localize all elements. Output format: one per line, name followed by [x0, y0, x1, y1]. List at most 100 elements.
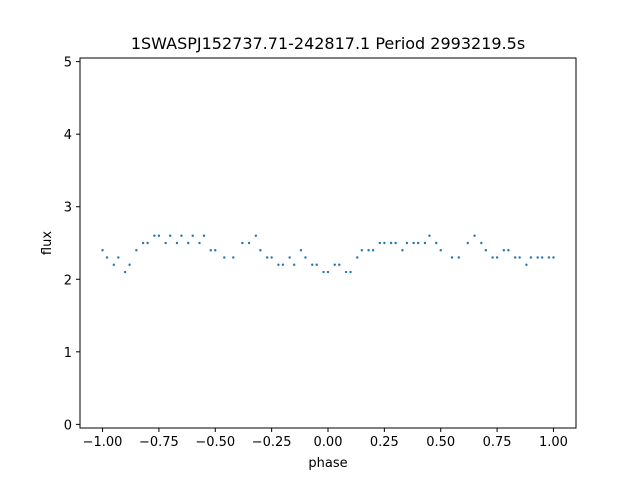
data-point — [507, 249, 510, 252]
x-tick-label: 0.75 — [483, 435, 512, 450]
data-point — [288, 256, 291, 259]
data-point — [112, 263, 116, 266]
data-point — [141, 241, 145, 245]
data-point — [333, 263, 336, 266]
data-point — [491, 256, 494, 259]
data-point — [356, 256, 359, 259]
data-point — [277, 263, 280, 266]
data-point — [223, 256, 226, 259]
y-tick-label: 4 — [64, 128, 72, 143]
y-axis-label: flux — [40, 231, 55, 255]
data-point — [405, 241, 409, 245]
chart-title: 1SWASPJ152737.71-242817.1 Period 2993219… — [131, 34, 525, 53]
data-point — [187, 241, 190, 245]
data-point — [480, 241, 483, 245]
data-point — [123, 270, 127, 274]
data-point — [292, 263, 296, 266]
data-point — [473, 234, 476, 237]
data-point — [389, 241, 393, 245]
data-point — [299, 249, 303, 252]
x-tick-label: 0.50 — [426, 435, 455, 450]
x-tick-label: −0.50 — [195, 435, 235, 450]
data-point — [326, 270, 330, 274]
y-tick-label: 2 — [64, 273, 72, 288]
data-point — [495, 256, 499, 259]
data-point — [128, 263, 131, 266]
points-layer — [101, 234, 555, 274]
y-tick-label: 1 — [64, 346, 72, 361]
data-point — [254, 234, 258, 237]
data-point — [191, 234, 194, 237]
data-point — [540, 256, 544, 259]
data-point — [281, 263, 285, 266]
data-point — [423, 241, 427, 245]
data-point — [168, 234, 172, 237]
data-point — [349, 270, 352, 274]
data-point — [416, 241, 420, 245]
data-point — [513, 256, 517, 259]
data-point — [322, 270, 325, 274]
data-point — [344, 270, 348, 274]
data-point — [198, 241, 201, 245]
data-point — [157, 234, 161, 237]
data-point — [241, 241, 244, 245]
data-point — [180, 234, 183, 237]
data-point — [117, 256, 120, 259]
x-axis-label: phase — [308, 456, 347, 471]
data-point — [450, 256, 454, 259]
data-point — [270, 256, 273, 259]
data-point — [164, 241, 167, 245]
data-point — [232, 256, 235, 259]
data-point — [435, 241, 438, 245]
data-point — [484, 249, 488, 252]
data-point — [401, 249, 404, 252]
x-axis: −1.00 −0.75 −0.50 −0.25 0.00 0.25 0.50 0.75 1.00 — [83, 428, 568, 450]
y-tick-label: 5 — [64, 56, 72, 71]
data-point — [105, 256, 109, 259]
data-point — [412, 241, 415, 245]
y-tick-label: 0 — [64, 418, 72, 433]
data-point — [518, 256, 521, 259]
x-tick-label: 0.25 — [370, 435, 399, 450]
data-point — [135, 249, 138, 252]
data-point — [202, 234, 206, 237]
x-tick-label: −0.25 — [252, 435, 292, 450]
data-point — [378, 241, 382, 245]
data-point — [209, 249, 212, 252]
data-point — [175, 241, 179, 245]
data-point — [525, 263, 528, 266]
data-point — [360, 249, 364, 252]
data-point — [101, 249, 104, 252]
y-tick-label: 3 — [64, 201, 72, 216]
data-point — [153, 234, 156, 237]
data-point — [247, 241, 251, 245]
data-point — [552, 256, 555, 259]
data-point — [315, 263, 318, 266]
data-point — [146, 241, 149, 245]
data-point — [536, 256, 539, 259]
data-point — [311, 263, 314, 266]
data-point — [338, 263, 341, 266]
data-point — [383, 241, 386, 245]
data-point — [394, 241, 397, 245]
data-point — [367, 249, 370, 252]
data-point — [371, 249, 375, 252]
data-point — [259, 249, 262, 252]
data-point — [265, 256, 269, 259]
x-tick-label: 0.00 — [314, 435, 343, 450]
y-axis: 0 1 2 3 4 5 — [64, 56, 80, 433]
data-point — [428, 234, 431, 237]
data-point — [439, 249, 442, 252]
data-point — [502, 249, 506, 252]
x-tick-label: −0.75 — [139, 435, 179, 450]
data-point — [457, 256, 460, 259]
x-tick-label: 1.00 — [539, 435, 568, 450]
data-point — [547, 256, 551, 259]
data-point — [466, 241, 469, 245]
x-tick-label: −1.00 — [83, 435, 123, 450]
data-point — [529, 256, 533, 259]
data-point — [304, 256, 307, 259]
